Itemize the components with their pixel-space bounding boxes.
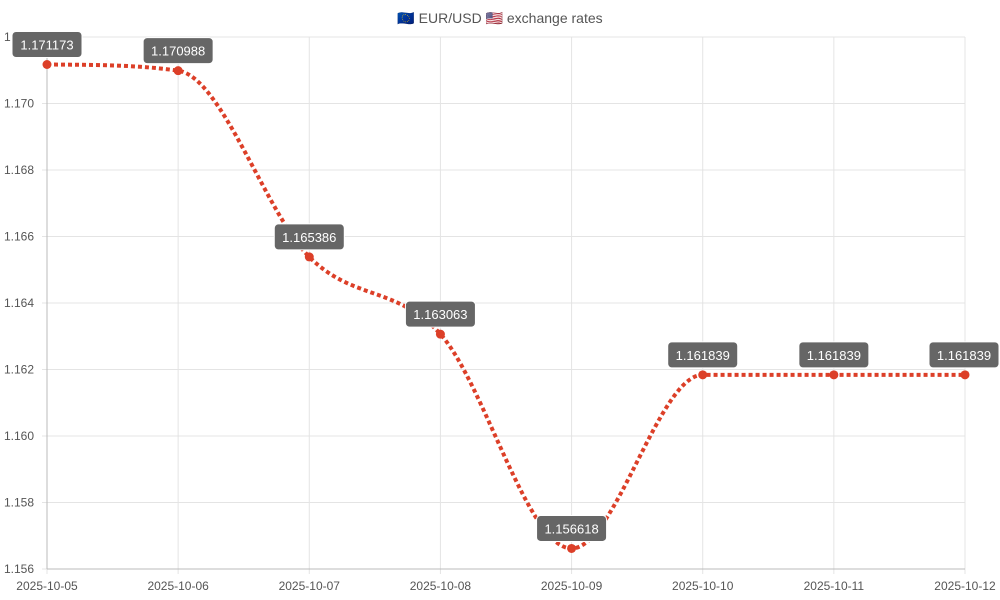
data-label-box	[273, 223, 345, 251]
data-label-box	[142, 37, 214, 65]
y-tick-label: 1.160	[4, 429, 34, 443]
data-point[interactable]	[42, 59, 52, 69]
data-label: 1.171173	[20, 37, 73, 52]
axis-layer: 1.156 1.158 1.160 1.162 1.164 1.166 1.168 1.170…	[4, 30, 996, 593]
x-tick-label: 2025-10-12	[934, 579, 996, 593]
grid-layer	[42, 36, 966, 574]
y-tick-label: 1.166	[4, 230, 34, 244]
series-line	[46, 62, 965, 551]
x-tick-label: 2025-10-08	[410, 579, 472, 593]
data-label-box	[11, 30, 83, 58]
data-label: 1.165386	[282, 230, 336, 245]
data-point[interactable]	[173, 66, 183, 76]
data-label-box	[536, 514, 608, 542]
x-tick-label: 2025-10-10	[672, 579, 734, 593]
data-point[interactable]	[698, 370, 708, 380]
data-label: 1.161839	[676, 348, 730, 363]
x-tick-label: 2025-10-09	[541, 579, 603, 593]
data-label-box	[928, 341, 1000, 369]
data-label: 1.161839	[937, 348, 991, 363]
y-tick-label: 1.170	[4, 97, 34, 111]
data-point[interactable]	[567, 543, 577, 553]
data-label-box	[798, 341, 870, 369]
x-tick-label: 2025-10-11	[804, 579, 865, 593]
data-label: 1.163063	[413, 307, 467, 322]
x-tick-label: 2025-10-07	[279, 579, 341, 593]
y-tick-label: 1.156	[4, 562, 34, 576]
y-tick-label: 1.168	[4, 163, 34, 177]
data-point[interactable]	[960, 370, 970, 380]
data-point[interactable]	[435, 329, 445, 339]
point-layer	[42, 59, 970, 553]
y-tick-label: 1.158	[4, 496, 34, 510]
data-label: 1.161839	[807, 348, 861, 363]
label-layer: 1.171173 1.170988 1.165386 1.163063 1.156618…	[11, 30, 1000, 542]
y-tick-label: 1.162	[4, 363, 34, 377]
data-label: 1.156618	[544, 521, 598, 536]
chart-title: 🇪🇺 EUR/USD 🇺🇸 exchange rates	[397, 10, 602, 26]
x-tick-label: 2025-10-05	[16, 579, 78, 593]
x-tick-label: 2025-10-06	[147, 579, 209, 593]
data-label-box	[404, 300, 476, 328]
y-tick-label: 1.164	[4, 296, 34, 310]
data-point[interactable]	[304, 252, 314, 262]
line-layer	[46, 62, 965, 551]
data-label-box	[667, 341, 739, 369]
y-tick-label: 1	[4, 30, 11, 44]
data-label: 1.170988	[151, 44, 205, 59]
data-point[interactable]	[829, 370, 839, 380]
